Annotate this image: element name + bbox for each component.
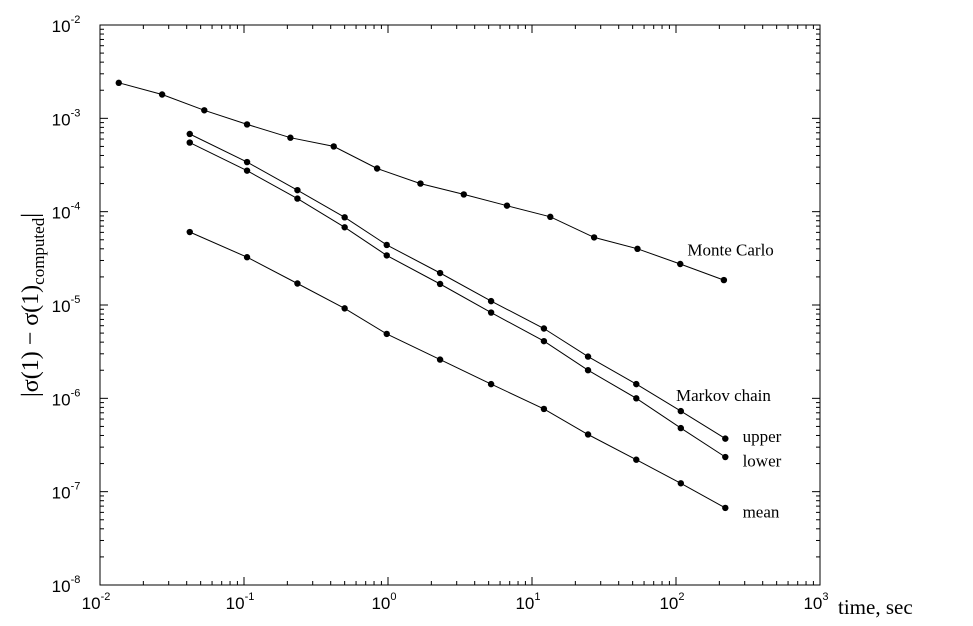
data-point-mean <box>584 431 592 438</box>
data-point-monte-carlo <box>373 165 381 172</box>
y-axis-label-close: | <box>18 213 44 218</box>
data-point-upper <box>243 158 251 166</box>
x-tick-label: 101 <box>515 591 540 613</box>
data-point-monte-carlo <box>677 260 684 268</box>
data-point-lower <box>243 167 251 174</box>
data-point-mean <box>341 305 348 312</box>
annotation-mean: mean <box>743 502 780 521</box>
data-point-monte-carlo <box>720 276 728 284</box>
data-point-monte-carlo <box>243 121 251 128</box>
data-point-upper <box>383 241 390 249</box>
data-point-mean <box>677 480 685 487</box>
annotation-markov-chain: Markov chain <box>676 386 771 405</box>
data-point-monte-carlo <box>590 234 598 241</box>
annotation-layer: Monte Carlo Markov chain upper lower mean <box>676 240 782 521</box>
data-point-mean <box>540 405 548 413</box>
data-point-lower <box>383 252 390 259</box>
data-point-lower <box>436 280 444 288</box>
data-point-monte-carlo <box>115 79 122 87</box>
y-tick-label: 10-7 <box>52 481 81 503</box>
data-point-monte-carlo <box>287 134 294 141</box>
data-point-mean <box>722 504 729 512</box>
y-tick-label: 10-2 <box>52 14 81 36</box>
series-line-mean <box>189 231 726 509</box>
annotation-lower: lower <box>743 452 782 471</box>
data-point-monte-carlo <box>503 202 511 209</box>
data-point-monte-carlo <box>158 91 166 98</box>
annotation-upper: upper <box>743 427 782 446</box>
data-point-monte-carlo <box>460 191 467 198</box>
y-tick-label: 10-5 <box>52 294 81 316</box>
data-point-lower <box>677 424 685 432</box>
data-point-mean <box>243 254 251 261</box>
data-point-lower <box>186 139 193 146</box>
data-point-lower <box>540 337 548 345</box>
data-point-upper <box>633 380 640 388</box>
y-axis-label: |σ(1) − σ(1)computed| <box>18 213 48 397</box>
data-point-monte-carlo <box>417 180 424 187</box>
data-point-lower <box>584 367 592 374</box>
data-point-upper <box>584 353 592 360</box>
x-tick-label: 100 <box>371 591 396 613</box>
data-point-monte-carlo <box>547 213 554 221</box>
y-tick-label: 10-4 <box>52 201 81 223</box>
data-point-upper <box>677 407 685 415</box>
data-point-monte-carlo <box>201 107 208 114</box>
axis-ticks: 10-2 10-1 100 101 102 103 10-8 10-7 10-6 10-5 10-4… <box>52 14 829 613</box>
series-line-lower <box>189 142 726 458</box>
data-point-upper <box>186 130 193 138</box>
x-tick-label: 10-1 <box>226 591 255 613</box>
series-line-upper <box>189 133 726 440</box>
x-tick-label: 10-2 <box>82 591 111 613</box>
y-tick-label: 10-8 <box>52 574 81 596</box>
data-point-upper <box>540 325 548 332</box>
data-point-upper <box>294 186 301 194</box>
y-tick-label: 10-3 <box>52 107 81 129</box>
x-axis-label: time, sec <box>838 595 913 619</box>
series-layer <box>115 79 729 512</box>
annotation-monte-carlo: Monte Carlo <box>687 240 773 259</box>
y-axis-label-main: |σ(1) − σ(1) <box>18 285 44 397</box>
y-axis-label-subscript: computed <box>29 217 48 285</box>
data-point-mean <box>633 456 640 463</box>
data-point-upper <box>722 435 729 442</box>
data-point-mean <box>436 356 444 363</box>
x-tick-label: 103 <box>803 591 828 613</box>
data-point-monte-carlo <box>330 143 337 150</box>
data-point-lower <box>487 309 495 316</box>
data-point-upper <box>487 297 495 305</box>
data-point-lower <box>294 195 301 202</box>
data-point-lower <box>722 453 729 461</box>
data-point-upper <box>436 269 444 277</box>
data-point-lower <box>633 395 640 402</box>
data-point-mean <box>186 228 193 236</box>
x-tick-label: 102 <box>659 591 684 613</box>
data-point-mean <box>383 330 390 338</box>
data-point-upper <box>341 214 348 221</box>
data-point-mean <box>487 380 495 388</box>
data-point-monte-carlo <box>634 245 641 253</box>
data-point-lower <box>341 224 348 231</box>
y-tick-label: 10-6 <box>52 387 81 409</box>
data-point-mean <box>294 280 301 287</box>
